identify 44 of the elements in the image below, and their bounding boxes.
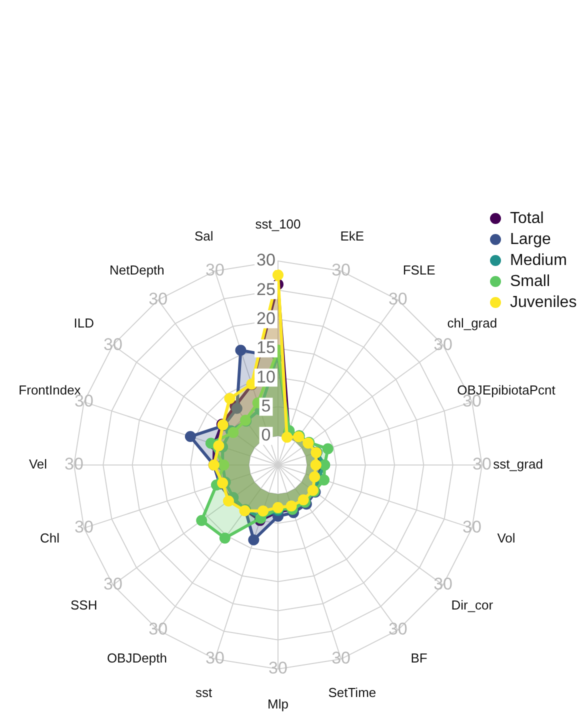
- spoke-label: BF: [410, 650, 428, 666]
- text: 30: [388, 290, 408, 309]
- spoke-label: sst: [196, 684, 213, 700]
- text: 30: [462, 518, 482, 537]
- text: 30: [332, 260, 350, 280]
- spoke-label: EkE: [340, 228, 364, 244]
- spoke-label: Vel: [28, 456, 48, 472]
- spoke-label: SSH: [70, 598, 98, 613]
- text: 30: [332, 648, 350, 668]
- text: 30: [64, 454, 84, 474]
- spoke-label: Sal: [194, 228, 214, 244]
- text: 30: [434, 334, 452, 354]
- legend-label: Medium: [510, 251, 567, 271]
- spoke-label: Dir_cor: [451, 598, 494, 613]
- spoke-label: SetTime: [328, 684, 376, 700]
- y-tick-label: 15: [256, 338, 276, 358]
- spoke-label: ILD: [74, 316, 94, 331]
- y-tick-label: 5: [261, 396, 271, 416]
- text: 30: [148, 620, 168, 639]
- spoke-label: chl_grad: [447, 316, 498, 331]
- y-tick-label: 10: [256, 367, 276, 386]
- text: 30: [206, 260, 224, 280]
- spoke-label: sst_grad: [493, 456, 543, 472]
- spoke-label: NetDepth: [109, 262, 164, 278]
- spoke-label: FSLE: [402, 262, 436, 278]
- text: 30: [434, 574, 452, 594]
- y-tick-label: 20: [256, 308, 276, 328]
- spoke-label: Mlp: [268, 696, 288, 712]
- text: 30: [104, 574, 122, 594]
- legend-label: Juveniles: [510, 293, 577, 313]
- text: 30: [74, 518, 94, 537]
- text: 30: [104, 334, 122, 354]
- y-tick-label: 0: [261, 426, 271, 445]
- y-tick-label: 25: [256, 280, 276, 299]
- text: 30: [388, 620, 408, 639]
- spoke-label: OBJDepth: [106, 650, 167, 666]
- legend-label: Small: [510, 272, 550, 292]
- spoke-label: sst_100: [255, 216, 301, 232]
- text: 30: [206, 648, 224, 668]
- text: 30: [148, 290, 168, 309]
- spoke-label: Vol: [497, 530, 516, 546]
- legend-label: Large: [510, 230, 551, 250]
- legend-label: Total: [510, 209, 544, 229]
- spoke-label: Chl: [40, 530, 60, 546]
